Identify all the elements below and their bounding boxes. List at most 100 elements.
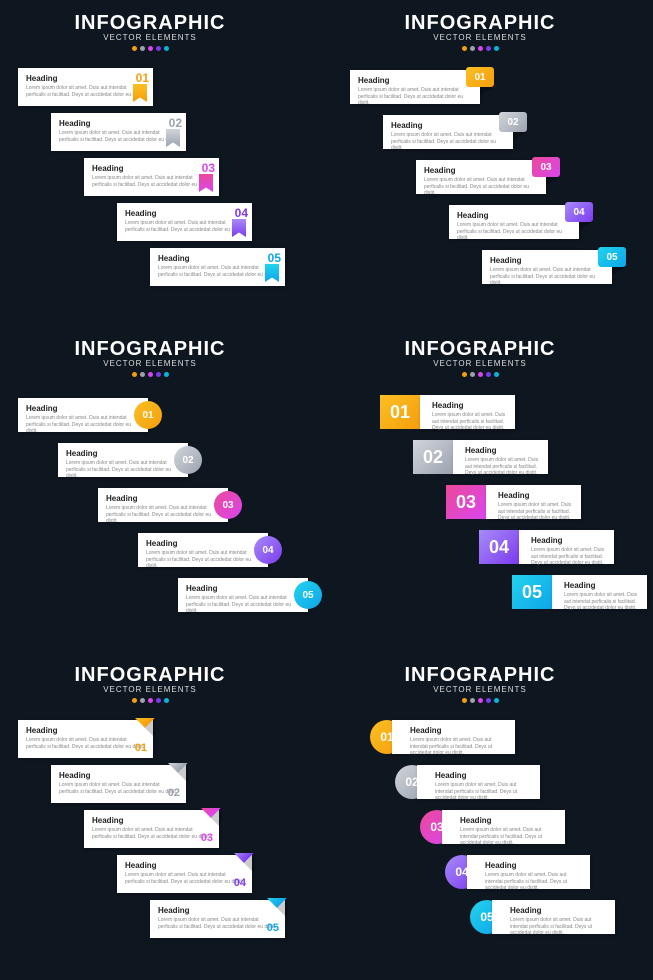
panel-title: INFOGRAPHIC bbox=[70, 338, 230, 361]
card-heading: Heading bbox=[460, 816, 557, 825]
dot bbox=[148, 372, 153, 377]
info-card: Heading Lorem ipsum dolor sit amet. Duis … bbox=[150, 248, 285, 286]
card-body: Lorem ipsum dolor sit amet. Duis aut int… bbox=[125, 872, 244, 885]
card-heading: Heading bbox=[92, 164, 211, 173]
card-body: Lorem ipsum dolor sit amet. Duis aut int… bbox=[59, 782, 178, 795]
dot bbox=[462, 372, 467, 377]
title-block: INFOGRAPHICVECTOR ELEMENTS bbox=[70, 664, 230, 703]
tab-number: 05 bbox=[598, 247, 626, 267]
dot bbox=[164, 372, 169, 377]
dot bbox=[164, 698, 169, 703]
card-heading: Heading bbox=[106, 494, 220, 503]
title-block: INFOGRAPHICVECTOR ELEMENTS bbox=[400, 12, 560, 51]
card-heading: Heading bbox=[410, 726, 507, 735]
dots-row bbox=[70, 46, 230, 51]
bigbox-number: 04 bbox=[479, 530, 519, 564]
bigbox-number: 05 bbox=[512, 575, 552, 609]
step-number: 05 bbox=[268, 251, 281, 265]
card-body: Lorem ipsum dolor sit amet. Duis aut int… bbox=[66, 460, 180, 480]
info-card: HeadingLorem ipsum dolor sit amet. Duis … bbox=[51, 765, 186, 803]
dot bbox=[156, 46, 161, 51]
card-body: Lorem ipsum dolor sit amet. Duis aut int… bbox=[465, 457, 540, 477]
dot bbox=[140, 698, 145, 703]
card-body: Lorem ipsum dolor sit amet. Duis aut int… bbox=[435, 782, 532, 802]
dot bbox=[164, 46, 169, 51]
panel-title: INFOGRAPHIC bbox=[400, 664, 560, 687]
card-body: Lorem ipsum dolor sit amet. Duis aut int… bbox=[26, 415, 140, 435]
card-heading: Heading bbox=[158, 254, 277, 263]
step-number: 03 bbox=[202, 161, 215, 175]
card-heading: Heading bbox=[485, 861, 582, 870]
card-heading: Heading bbox=[59, 119, 178, 128]
info-card: HeadingLorem ipsum dolor sit amet. Duis … bbox=[519, 530, 614, 564]
card-body: Lorem ipsum dolor sit amet. Duis aut int… bbox=[424, 177, 538, 197]
dot bbox=[156, 372, 161, 377]
dot bbox=[478, 372, 483, 377]
dot bbox=[486, 372, 491, 377]
card-heading: Heading bbox=[92, 816, 211, 825]
card-heading: Heading bbox=[26, 404, 140, 413]
dot bbox=[462, 698, 467, 703]
tab-number: 04 bbox=[565, 202, 593, 222]
title-block: INFOGRAPHICVECTOR ELEMENTS bbox=[70, 12, 230, 51]
card-body: Lorem ipsum dolor sit amet. Duis aut int… bbox=[564, 592, 639, 612]
panel-title: INFOGRAPHIC bbox=[70, 12, 230, 35]
card-body: Lorem ipsum dolor sit amet. Duis aut int… bbox=[432, 412, 507, 432]
dot bbox=[470, 372, 475, 377]
fold-shadow bbox=[612, 267, 626, 275]
dot bbox=[140, 372, 145, 377]
card-heading: Heading bbox=[457, 211, 571, 220]
step-number: 04 bbox=[234, 877, 246, 889]
info-card: HeadingLorem ipsum dolor sit amet. Duis … bbox=[467, 855, 590, 889]
circle-number: 02 bbox=[174, 446, 202, 474]
card-heading: Heading bbox=[125, 861, 244, 870]
dot bbox=[156, 698, 161, 703]
card-body: Lorem ipsum dolor sit amet. Duis aut int… bbox=[26, 85, 145, 98]
info-card: HeadingLorem ipsum dolor sit amet. Duis … bbox=[417, 765, 540, 799]
step-number: 05 bbox=[267, 922, 279, 934]
dot bbox=[462, 46, 467, 51]
card-heading: Heading bbox=[498, 491, 573, 500]
dots-row bbox=[400, 46, 560, 51]
panel-title: INFOGRAPHIC bbox=[400, 12, 560, 35]
card-heading: Heading bbox=[424, 166, 538, 175]
info-card: HeadingLorem ipsum dolor sit amet. Duis … bbox=[392, 720, 515, 754]
card-body: Lorem ipsum dolor sit amet. Duis aut int… bbox=[125, 220, 244, 233]
card-heading: Heading bbox=[26, 726, 145, 735]
info-card: HeadingLorem ipsum dolor sit amet. Duis … bbox=[453, 440, 548, 474]
card-body: Lorem ipsum dolor sit amet. Duis aut int… bbox=[158, 265, 277, 278]
panel-title: INFOGRAPHIC bbox=[400, 338, 560, 361]
card-body: Lorem ipsum dolor sit amet. Duis aut int… bbox=[391, 132, 505, 152]
card-body: Lorem ipsum dolor sit amet. Duis aut int… bbox=[92, 175, 211, 188]
dots-row bbox=[400, 372, 560, 377]
step-number: 01 bbox=[136, 71, 149, 85]
dot bbox=[470, 46, 475, 51]
info-card: Heading Lorem ipsum dolor sit amet. Duis … bbox=[117, 203, 252, 241]
card-heading: Heading bbox=[490, 256, 604, 265]
dot bbox=[470, 698, 475, 703]
card-heading: Heading bbox=[125, 209, 244, 218]
fold-shadow bbox=[579, 222, 593, 230]
dot bbox=[132, 372, 137, 377]
card-body: Lorem ipsum dolor sit amet. Duis aut int… bbox=[460, 827, 557, 847]
dot bbox=[494, 46, 499, 51]
ribbon-icon bbox=[265, 264, 279, 282]
dots-row bbox=[400, 698, 560, 703]
card-body: Lorem ipsum dolor sit amet. Duis aut int… bbox=[146, 550, 260, 570]
circle-number: 05 bbox=[294, 581, 322, 609]
dot bbox=[132, 46, 137, 51]
dot bbox=[140, 46, 145, 51]
card-heading: Heading bbox=[66, 449, 180, 458]
circle-number: 03 bbox=[214, 491, 242, 519]
info-card: Heading Lorem ipsum dolor sit amet. Duis … bbox=[442, 810, 565, 844]
info-card: HeadingLorem ipsum dolor sit amet. Duis … bbox=[492, 900, 615, 934]
dot bbox=[478, 698, 483, 703]
info-card: HeadingLorem ipsum dolor sit amet. Duis … bbox=[420, 395, 515, 429]
card-heading: Heading bbox=[564, 581, 639, 590]
info-card: Heading Lorem ipsum dolor sit amet. Duis … bbox=[84, 158, 219, 196]
info-card: HeadingLorem ipsum dolor sit amet. Duis … bbox=[84, 810, 219, 848]
info-card: HeadingLorem ipsum dolor sit amet. Duis … bbox=[150, 900, 285, 938]
info-card: HeadingLorem ipsum dolor sit amet. Duis … bbox=[383, 115, 513, 149]
bigbox-number: 01 bbox=[380, 395, 420, 429]
info-card: Heading Lorem ipsum dolor sit amet. Duis … bbox=[58, 443, 188, 477]
